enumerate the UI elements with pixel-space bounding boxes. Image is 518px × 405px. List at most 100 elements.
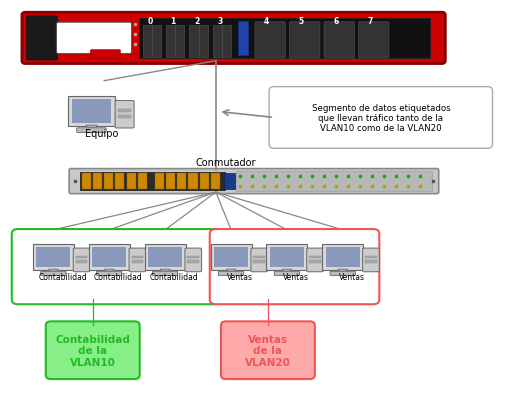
Polygon shape <box>226 269 236 273</box>
Text: 0: 0 <box>147 17 152 26</box>
FancyBboxPatch shape <box>118 115 131 118</box>
Text: Contabilidad: Contabilidad <box>38 272 87 281</box>
FancyBboxPatch shape <box>91 51 120 59</box>
Polygon shape <box>282 269 292 273</box>
Text: Contabilidad
de la
VLAN10: Contabilidad de la VLAN10 <box>55 334 130 367</box>
Polygon shape <box>49 269 58 273</box>
FancyBboxPatch shape <box>46 322 140 379</box>
FancyBboxPatch shape <box>222 26 231 58</box>
Text: 7: 7 <box>367 17 373 26</box>
FancyBboxPatch shape <box>116 173 124 190</box>
FancyBboxPatch shape <box>82 173 91 190</box>
FancyBboxPatch shape <box>307 248 323 272</box>
FancyBboxPatch shape <box>26 17 57 61</box>
FancyBboxPatch shape <box>198 26 208 58</box>
Text: 5: 5 <box>298 17 304 26</box>
Text: 3: 3 <box>217 17 223 26</box>
FancyBboxPatch shape <box>363 248 379 272</box>
FancyBboxPatch shape <box>190 26 198 58</box>
FancyBboxPatch shape <box>211 173 220 190</box>
FancyBboxPatch shape <box>148 247 182 268</box>
FancyBboxPatch shape <box>132 256 143 258</box>
FancyBboxPatch shape <box>322 244 363 270</box>
FancyBboxPatch shape <box>76 260 88 263</box>
FancyBboxPatch shape <box>166 173 175 190</box>
FancyBboxPatch shape <box>309 260 321 263</box>
FancyBboxPatch shape <box>274 272 299 276</box>
FancyBboxPatch shape <box>145 244 185 270</box>
FancyBboxPatch shape <box>221 322 315 379</box>
FancyBboxPatch shape <box>68 96 116 126</box>
FancyBboxPatch shape <box>365 260 377 263</box>
Text: Conmutador: Conmutador <box>196 158 256 168</box>
Text: 6: 6 <box>333 17 338 26</box>
FancyBboxPatch shape <box>132 260 143 263</box>
FancyBboxPatch shape <box>118 110 131 113</box>
FancyBboxPatch shape <box>188 256 199 258</box>
FancyBboxPatch shape <box>71 99 111 124</box>
FancyBboxPatch shape <box>189 173 197 190</box>
FancyBboxPatch shape <box>138 173 147 190</box>
FancyBboxPatch shape <box>330 272 355 276</box>
FancyBboxPatch shape <box>210 230 379 305</box>
FancyBboxPatch shape <box>36 247 70 268</box>
FancyBboxPatch shape <box>324 23 354 59</box>
Polygon shape <box>86 126 97 129</box>
FancyBboxPatch shape <box>152 26 161 58</box>
FancyBboxPatch shape <box>33 244 74 270</box>
FancyBboxPatch shape <box>175 26 184 58</box>
FancyBboxPatch shape <box>253 256 265 258</box>
FancyBboxPatch shape <box>12 230 220 305</box>
FancyBboxPatch shape <box>266 244 307 270</box>
FancyBboxPatch shape <box>219 272 244 276</box>
Text: 2: 2 <box>194 17 199 26</box>
FancyBboxPatch shape <box>92 247 126 268</box>
FancyBboxPatch shape <box>126 173 136 190</box>
FancyBboxPatch shape <box>213 26 222 58</box>
Text: Ventas: Ventas <box>283 272 309 281</box>
FancyBboxPatch shape <box>309 256 321 258</box>
FancyBboxPatch shape <box>115 101 134 129</box>
FancyBboxPatch shape <box>224 173 235 190</box>
FancyBboxPatch shape <box>269 87 493 149</box>
FancyBboxPatch shape <box>365 256 377 258</box>
FancyBboxPatch shape <box>253 260 265 263</box>
FancyBboxPatch shape <box>236 172 432 192</box>
Text: Ventas
de la
VLAN20: Ventas de la VLAN20 <box>245 334 291 367</box>
FancyBboxPatch shape <box>96 272 122 276</box>
FancyBboxPatch shape <box>139 19 429 59</box>
FancyBboxPatch shape <box>211 244 252 270</box>
FancyBboxPatch shape <box>77 128 106 133</box>
FancyBboxPatch shape <box>177 173 186 190</box>
FancyBboxPatch shape <box>251 248 268 272</box>
FancyBboxPatch shape <box>22 13 445 64</box>
FancyBboxPatch shape <box>80 173 225 191</box>
FancyBboxPatch shape <box>214 247 248 268</box>
FancyBboxPatch shape <box>93 173 102 190</box>
Polygon shape <box>338 269 348 273</box>
FancyBboxPatch shape <box>270 247 304 268</box>
Text: 1: 1 <box>170 17 176 26</box>
FancyBboxPatch shape <box>188 260 199 263</box>
FancyBboxPatch shape <box>73 248 90 272</box>
Text: 4: 4 <box>264 17 269 26</box>
FancyBboxPatch shape <box>358 23 389 59</box>
FancyBboxPatch shape <box>255 23 285 59</box>
Text: Contabilidad: Contabilidad <box>150 272 198 281</box>
FancyBboxPatch shape <box>185 248 202 272</box>
Text: Contabilidad: Contabilidad <box>94 272 143 281</box>
FancyBboxPatch shape <box>89 244 130 270</box>
FancyBboxPatch shape <box>69 169 439 194</box>
Polygon shape <box>105 269 114 273</box>
FancyBboxPatch shape <box>143 26 152 58</box>
Text: Ventas: Ventas <box>339 272 365 281</box>
FancyBboxPatch shape <box>290 23 320 59</box>
FancyBboxPatch shape <box>104 173 113 190</box>
FancyBboxPatch shape <box>166 26 175 58</box>
FancyBboxPatch shape <box>238 21 248 56</box>
Text: Segmento de datos etiquetados
que llevan tráfico tanto de la
VLAN10 como de la V: Segmento de datos etiquetados que llevan… <box>311 103 450 133</box>
Polygon shape <box>160 269 170 273</box>
FancyBboxPatch shape <box>56 23 132 54</box>
FancyBboxPatch shape <box>155 173 164 190</box>
Text: Equipo: Equipo <box>85 129 118 139</box>
